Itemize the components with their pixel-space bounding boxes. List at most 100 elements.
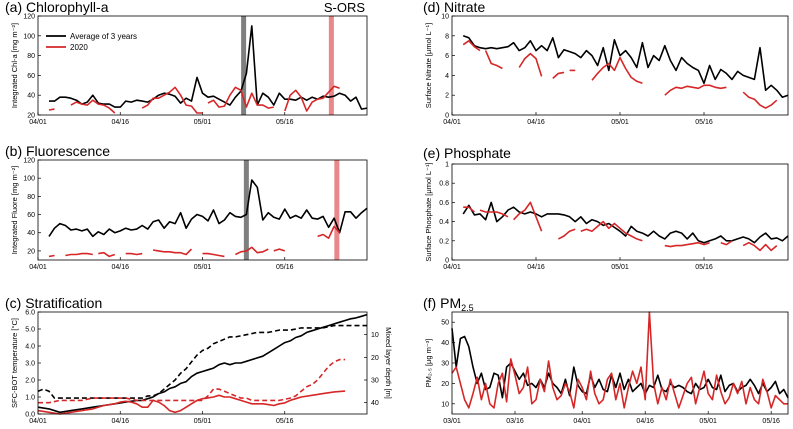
x-tick-label: 04/01: [443, 119, 461, 126]
y-tick-label: 4.0: [25, 344, 35, 351]
series-line-1: [664, 84, 727, 96]
panel-b: (b) Fluorescence 20 40 60 80 100 120 04/01 04/16…: [5, 143, 368, 271]
panel-title: (a) Chlorophyll-a: [5, 0, 109, 15]
event-band: [241, 16, 247, 115]
y-tick-label: 20: [441, 381, 449, 388]
y-tick-label: 2: [445, 93, 449, 100]
x-tick-label: 05/16: [276, 264, 294, 271]
x-tick-label: 05/01: [194, 418, 212, 425]
y-tick-label: 0: [445, 258, 449, 265]
x-tick-label: 04/01: [29, 418, 47, 425]
event-band: [334, 160, 340, 260]
y-tick-label: 40: [27, 93, 35, 100]
y-axis-label: Integrated Chl-a [mg m⁻²]: [10, 23, 19, 108]
series-line-1: [742, 91, 778, 109]
x-tick-label: 05/01: [611, 264, 629, 271]
series-line-1: [742, 241, 778, 252]
y-tick-label: 80: [27, 53, 35, 60]
y-tick-label: 80: [27, 194, 35, 201]
x-tick-label: 05/16: [695, 264, 713, 271]
panel-d: (d) Nitrate 0 2 4 6 8 10 04/01 04/16 05/01 05/16 Su…: [423, 0, 789, 126]
y-tick-label: 20: [27, 248, 35, 255]
y-tick-label: 120: [23, 158, 35, 165]
y-tick-label: 0: [445, 113, 449, 120]
plot-frame: [37, 311, 368, 415]
plot-frame: [37, 15, 368, 116]
y-tick-label: 10: [441, 14, 449, 21]
series-line-0: [462, 201, 789, 244]
y-tick-label: 8: [445, 33, 449, 40]
series-line-1: [518, 52, 543, 77]
series-line-1: [37, 324, 367, 399]
x-tick-label: 05/16: [276, 418, 294, 425]
y-tick-label: 40: [27, 230, 35, 237]
series-line-1: [513, 201, 543, 232]
series-line-1: [580, 220, 643, 242]
series-line-1: [98, 251, 116, 258]
legend-label: Average of 3 years: [70, 32, 137, 41]
x-tick-label: 03/16: [506, 418, 524, 425]
y-tick-label: 1.0: [25, 395, 35, 402]
y-tick-label: 0.0: [25, 412, 35, 419]
x-tick-label: 05/01: [194, 119, 212, 126]
panel-title: (e) Phosphate: [423, 145, 511, 161]
y-tick-label: 6: [445, 53, 449, 60]
x-tick-label: 04/01: [29, 264, 47, 271]
series-line-3: [38, 358, 346, 404]
x-tick-label: 04/16: [111, 119, 129, 126]
y-tick-label: 50: [441, 320, 449, 327]
y-right-tick-label: 20: [371, 355, 379, 362]
series-line-1: [207, 86, 274, 109]
panel-e: (e) Phosphate 0 0.2 0.4 0.6 0.8 1 04/01 04/16 05/…: [423, 145, 789, 271]
y-tick-label: 5.0: [25, 327, 35, 334]
series-line-1: [65, 252, 93, 257]
series-line-1: [463, 206, 475, 213]
y-tick-label: 60: [27, 212, 35, 219]
y-axis-label: SFC-BOT temperature [°C]: [10, 318, 19, 408]
x-tick-label: 04/16: [111, 418, 129, 425]
series-line-1: [141, 86, 203, 114]
x-tick-label: 03/01: [443, 418, 461, 425]
panel-c: (c) Stratification 0.0 1.0 2.0 3.0 4.0 5.0 6.0 1…: [5, 295, 393, 425]
series-line-1: [235, 246, 269, 256]
x-tick-label: 05/01: [611, 119, 629, 126]
y-tick-label: 100: [23, 176, 35, 183]
panel-f: (f) PM2.5 10 20 30 40 50 03/01 03/16 04/01 04/16 0…: [423, 295, 789, 425]
series-line-1: [591, 56, 643, 85]
series-line-1: [664, 241, 710, 248]
panel-title: (c) Stratification: [5, 295, 102, 311]
y-tick-label: 30: [441, 361, 449, 368]
y-tick-label: 1: [445, 162, 449, 169]
series-line-1: [317, 225, 341, 239]
y-tick-label: 120: [23, 14, 35, 21]
y-tick-label: 60: [27, 73, 35, 80]
y-tick-label: 20: [27, 113, 35, 120]
y-tick-label: 0.8: [439, 181, 449, 188]
x-tick-label: 04/01: [29, 119, 47, 126]
event-band: [328, 16, 334, 115]
series-line-1: [273, 248, 286, 252]
series-line-1: [484, 50, 503, 70]
series-line-1: [125, 252, 143, 256]
y-tick-label: 40: [441, 340, 449, 347]
x-tick-label: 05/16: [276, 119, 294, 126]
y-right-tick-label: 40: [371, 400, 379, 407]
x-tick-label: 04/01: [443, 264, 461, 271]
series-line-1: [552, 71, 565, 79]
y-axis-label: Surface Nitrate [μmol L⁻¹]: [424, 23, 433, 108]
y-axis-label: Surface Phosphate [μmol L⁻¹]: [424, 162, 433, 261]
y-tick-label: 4: [445, 73, 449, 80]
y-tick-label: 6.0: [25, 310, 35, 317]
y-axis-label: Integrated Fluore [mg m⁻²]: [10, 166, 19, 255]
x-tick-label: 05/01: [699, 418, 717, 425]
x-tick-label: 04/01: [573, 418, 591, 425]
series-line-2: [37, 390, 346, 415]
plot-frame: [37, 159, 368, 261]
x-tick-label: 04/16: [527, 264, 545, 271]
series-line-0: [48, 179, 368, 238]
y-right-tick-label: 30: [371, 378, 379, 385]
series-line-1: [451, 311, 788, 409]
series-line-1: [202, 252, 225, 258]
series-line-0: [49, 25, 368, 110]
